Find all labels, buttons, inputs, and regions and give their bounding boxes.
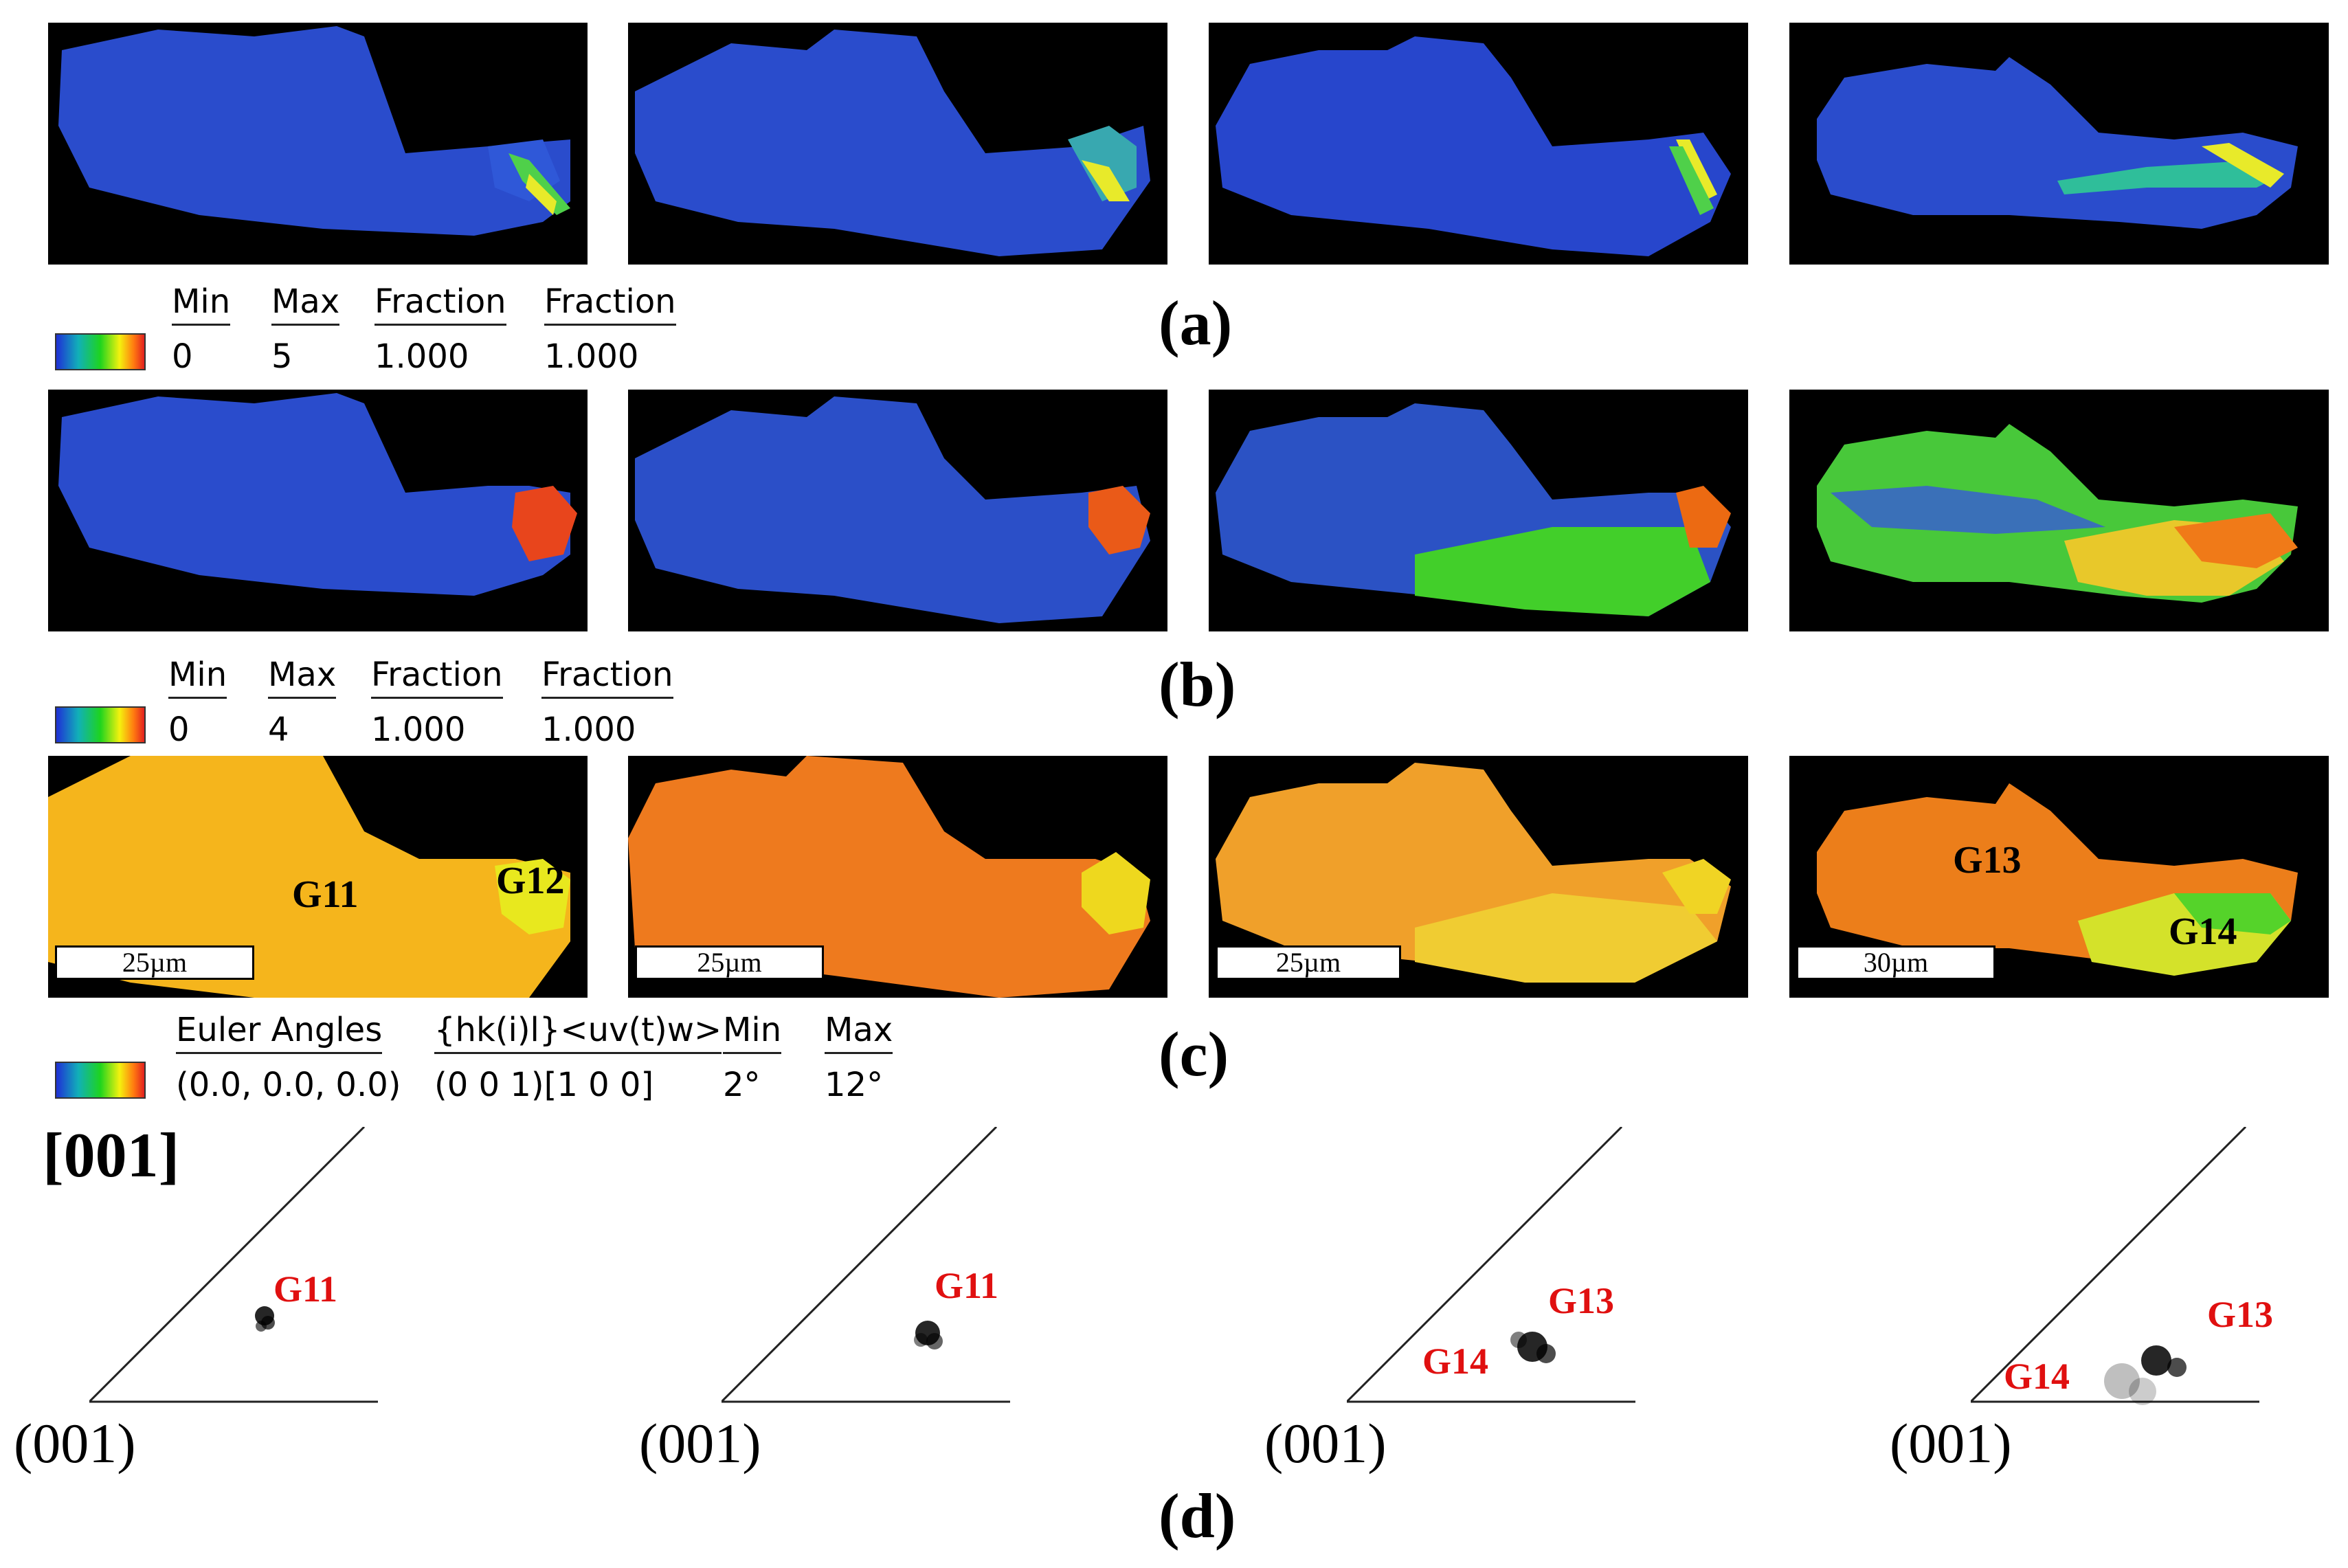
ipf-axis-1: (001) bbox=[14, 1412, 136, 1475]
map-b-2 bbox=[628, 390, 1167, 631]
legend-b-fraction1-value: 1.000 bbox=[371, 710, 466, 749]
legend-b-fraction2-header: Fraction bbox=[541, 658, 673, 699]
map-a-3 bbox=[1209, 23, 1748, 265]
legend-c-max-header: Max bbox=[825, 1013, 893, 1054]
ipf-axis-3: (001) bbox=[1264, 1412, 1387, 1475]
ipf-direction-label: [001] bbox=[43, 1120, 180, 1190]
scalebar-4: 30µm bbox=[1796, 945, 1995, 980]
legend-b-min-value: 0 bbox=[168, 710, 190, 749]
row-label-a: (a) bbox=[1159, 288, 1233, 358]
legend-c-euler-header: Euler Angles bbox=[176, 1013, 383, 1054]
map-c-3: 25µm bbox=[1209, 756, 1748, 998]
map-c-2: 25µm bbox=[628, 756, 1167, 998]
row-label-c: (c) bbox=[1159, 1019, 1229, 1089]
legend-b-fraction2-value: 1.000 bbox=[541, 710, 636, 749]
legend-b-min-header: Min bbox=[168, 658, 227, 699]
scalebar-3-text: 25µm bbox=[1275, 947, 1341, 978]
legend-a-fraction2-header: Fraction bbox=[544, 285, 676, 326]
legend-b-max-value: 4 bbox=[268, 710, 289, 749]
map-b-1 bbox=[48, 390, 588, 631]
map-c-1: G11 G12 25µm bbox=[48, 756, 588, 998]
row-label-d: (d) bbox=[1159, 1481, 1236, 1551]
scalebar-4-text: 30µm bbox=[1863, 947, 1929, 978]
legend-b-max-header: Max bbox=[268, 658, 337, 699]
map-a-1 bbox=[48, 23, 588, 265]
ipf-triangle-1 bbox=[89, 1127, 378, 1403]
grain-label-g12: G12 bbox=[496, 860, 565, 902]
legend-c-hkl-value: (0 0 1)[1 0 0] bbox=[434, 1066, 654, 1104]
ipf-label-1a: G11 bbox=[273, 1268, 338, 1310]
legend-a-fraction1-value: 1.000 bbox=[374, 337, 469, 376]
map-b-4 bbox=[1789, 390, 2329, 631]
legend-b-fraction1-header: Fraction bbox=[371, 658, 503, 699]
grain-label-g13: G13 bbox=[1953, 839, 2022, 882]
row-label-b: (b) bbox=[1159, 649, 1236, 719]
ipf-axis-4: (001) bbox=[1890, 1412, 2012, 1475]
grain-label-g14: G14 bbox=[2169, 910, 2237, 953]
legend-a-min-value: 0 bbox=[172, 337, 193, 376]
ipf-axis-2: (001) bbox=[639, 1412, 761, 1475]
scalebar-2: 25µm bbox=[635, 945, 824, 980]
legend-a-fraction2-value: 1.000 bbox=[544, 337, 639, 376]
legend-a-max-value: 5 bbox=[271, 337, 293, 376]
map-c-4: G13 G14 30µm bbox=[1789, 756, 2329, 998]
legend-c-min-header: Min bbox=[723, 1013, 782, 1054]
ipf-triangle-3 bbox=[1347, 1127, 1635, 1403]
scalebar-1-text: 25µm bbox=[122, 947, 188, 978]
legend-c-euler-value: (0.0, 0.0, 0.0) bbox=[176, 1066, 401, 1104]
legend-c-min-value: 2° bbox=[723, 1066, 761, 1104]
ipf-label-3a: G13 bbox=[1548, 1280, 1615, 1321]
colorbar-b bbox=[55, 706, 146, 743]
scalebar-1: 25µm bbox=[55, 945, 254, 980]
ipf-label-4a: G13 bbox=[2207, 1294, 2274, 1335]
scalebar-3: 25µm bbox=[1216, 945, 1401, 980]
grain-label-g11: G11 bbox=[292, 873, 359, 916]
legend-c-max-value: 12° bbox=[825, 1066, 884, 1104]
colorbar-a bbox=[55, 333, 146, 370]
map-a-2 bbox=[628, 23, 1167, 265]
ipf-label-2a: G11 bbox=[935, 1265, 999, 1306]
map-b-3 bbox=[1209, 390, 1748, 631]
ipf-label-4b: G14 bbox=[2004, 1356, 2070, 1397]
legend-a-min-header: Min bbox=[172, 285, 231, 326]
legend-a-fraction1-header: Fraction bbox=[374, 285, 506, 326]
colorbar-c bbox=[55, 1062, 146, 1099]
scalebar-2-text: 25µm bbox=[697, 947, 762, 978]
ipf-triangle-4 bbox=[1971, 1127, 2259, 1405]
map-a-4 bbox=[1789, 23, 2329, 265]
ipf-triangle-2 bbox=[722, 1127, 1010, 1403]
legend-a-max-header: Max bbox=[271, 285, 340, 326]
legend-c-hkl-header: {hk(i)l}<uv(t)w> bbox=[434, 1013, 722, 1054]
ipf-label-3b: G14 bbox=[1422, 1341, 1489, 1382]
